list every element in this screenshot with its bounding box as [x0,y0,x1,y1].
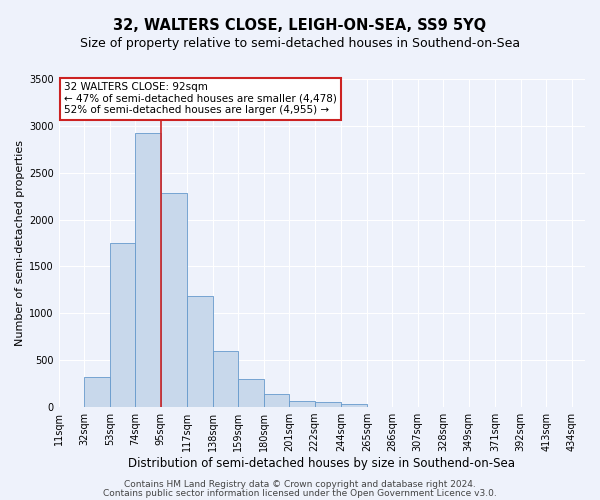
Bar [110,243,135,407]
Bar [238,379,263,407]
Bar [213,351,238,407]
Text: Contains public sector information licensed under the Open Government Licence v3: Contains public sector information licen… [103,488,497,498]
Bar [341,404,367,407]
X-axis label: Distribution of semi-detached houses by size in Southend-on-Sea: Distribution of semi-detached houses by … [128,457,515,470]
Bar [263,394,289,407]
Bar [84,377,110,407]
Bar [314,402,341,407]
Bar [289,400,314,407]
Y-axis label: Number of semi-detached properties: Number of semi-detached properties [15,140,25,346]
Text: Contains HM Land Registry data © Crown copyright and database right 2024.: Contains HM Land Registry data © Crown c… [124,480,476,489]
Text: 32 WALTERS CLOSE: 92sqm
← 47% of semi-detached houses are smaller (4,478)
52% of: 32 WALTERS CLOSE: 92sqm ← 47% of semi-de… [64,82,337,116]
Bar [187,296,213,407]
Bar [135,134,161,407]
Text: 32, WALTERS CLOSE, LEIGH-ON-SEA, SS9 5YQ: 32, WALTERS CLOSE, LEIGH-ON-SEA, SS9 5YQ [113,18,487,32]
Text: Size of property relative to semi-detached houses in Southend-on-Sea: Size of property relative to semi-detach… [80,38,520,51]
Bar [161,194,187,407]
